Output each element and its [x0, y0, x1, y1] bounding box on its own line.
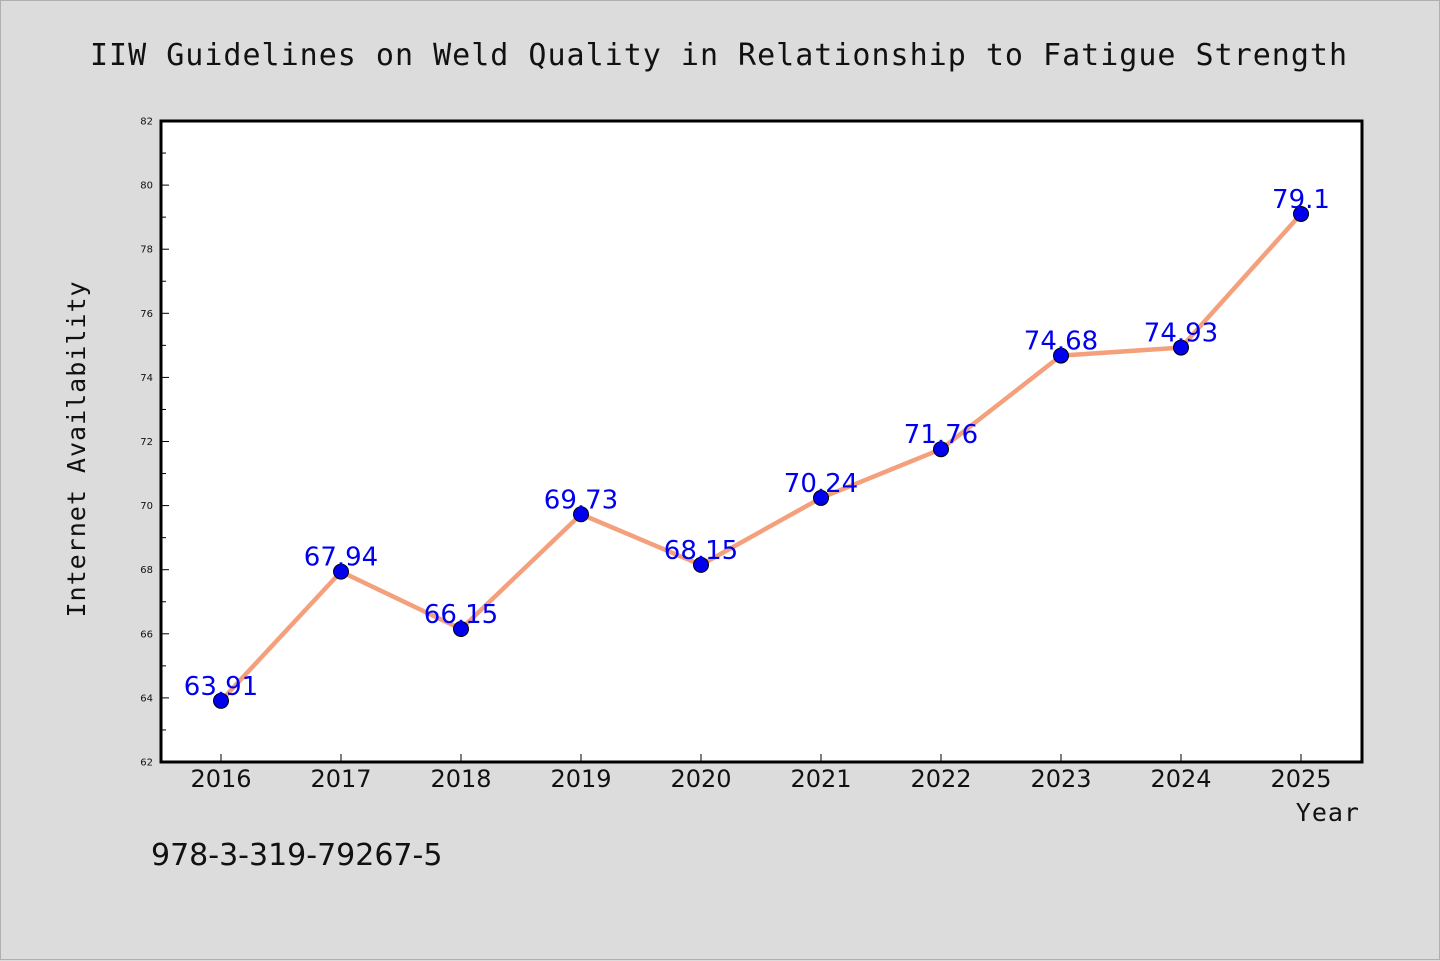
x-tick-label: 2023	[1030, 765, 1091, 793]
data-label: 74.68	[1024, 327, 1098, 357]
data-point	[213, 692, 229, 709]
data-point	[1053, 347, 1069, 364]
data-label: 69.73	[544, 485, 618, 515]
data-point	[333, 563, 349, 580]
data-point	[453, 620, 469, 637]
data-label: 70.24	[784, 469, 858, 499]
y-tick-label: 74	[140, 373, 153, 384]
y-axis: 62 64 66 68 70 72 74 76 78 80 82	[140, 117, 169, 769]
data-point	[1293, 205, 1309, 222]
data-point	[1173, 339, 1189, 356]
x-tick-label: 2017	[310, 765, 371, 793]
x-tick-label: 2021	[790, 765, 851, 793]
x-tick-label: 2025	[1270, 765, 1331, 793]
x-axis: 2016 2017 2018 2019 2020 2021 2022 2023 2024 2025	[190, 754, 1332, 793]
y-tick-label: 80	[140, 181, 153, 192]
series-line	[218, 211, 1304, 704]
chart-title: IIW Guidelines on Weld Quality in Relati…	[90, 38, 1348, 73]
y-tick-label: 68	[140, 565, 153, 576]
series-group	[213, 205, 1309, 709]
data-label: 67.94	[304, 543, 378, 573]
y-axis-label: Internet Availability	[62, 280, 91, 617]
data-point	[813, 489, 829, 506]
x-tick-label: 2020	[670, 765, 731, 793]
plot-area	[159, 119, 1364, 764]
x-tick-label: 2018	[430, 765, 491, 793]
data-point	[693, 556, 709, 573]
y-tick-label: 64	[140, 693, 153, 704]
x-tick-label: 2024	[1150, 765, 1211, 793]
isbn-text: 978-3-319-79267-5	[151, 838, 442, 873]
y-tick-label: 62	[140, 758, 153, 769]
y-tick-label: 82	[140, 117, 153, 128]
x-axis-label: Year	[1296, 798, 1360, 827]
data-labels: 63.91 67.94 66.15 69.73 68.15 70.24 71.76 74.68…	[184, 185, 1330, 702]
y-tick-label: 78	[140, 245, 153, 256]
data-label: 74.93	[1144, 319, 1218, 349]
y-tick-label: 66	[140, 629, 153, 640]
data-point	[573, 506, 589, 523]
y-tick-label: 70	[140, 501, 153, 512]
x-tick-label: 2022	[910, 765, 971, 793]
data-label: 71.76	[904, 420, 978, 450]
data-label: 79.1	[1272, 185, 1330, 215]
x-tick-label: 2019	[550, 765, 611, 793]
y-tick-label: 76	[140, 309, 153, 320]
data-point	[933, 441, 949, 458]
y-tick-label: 72	[140, 437, 153, 448]
data-label: 63.91	[184, 672, 258, 702]
x-tick-label: 2016	[190, 765, 251, 793]
data-label: 66.15	[424, 600, 498, 630]
data-label: 68.15	[664, 536, 738, 566]
